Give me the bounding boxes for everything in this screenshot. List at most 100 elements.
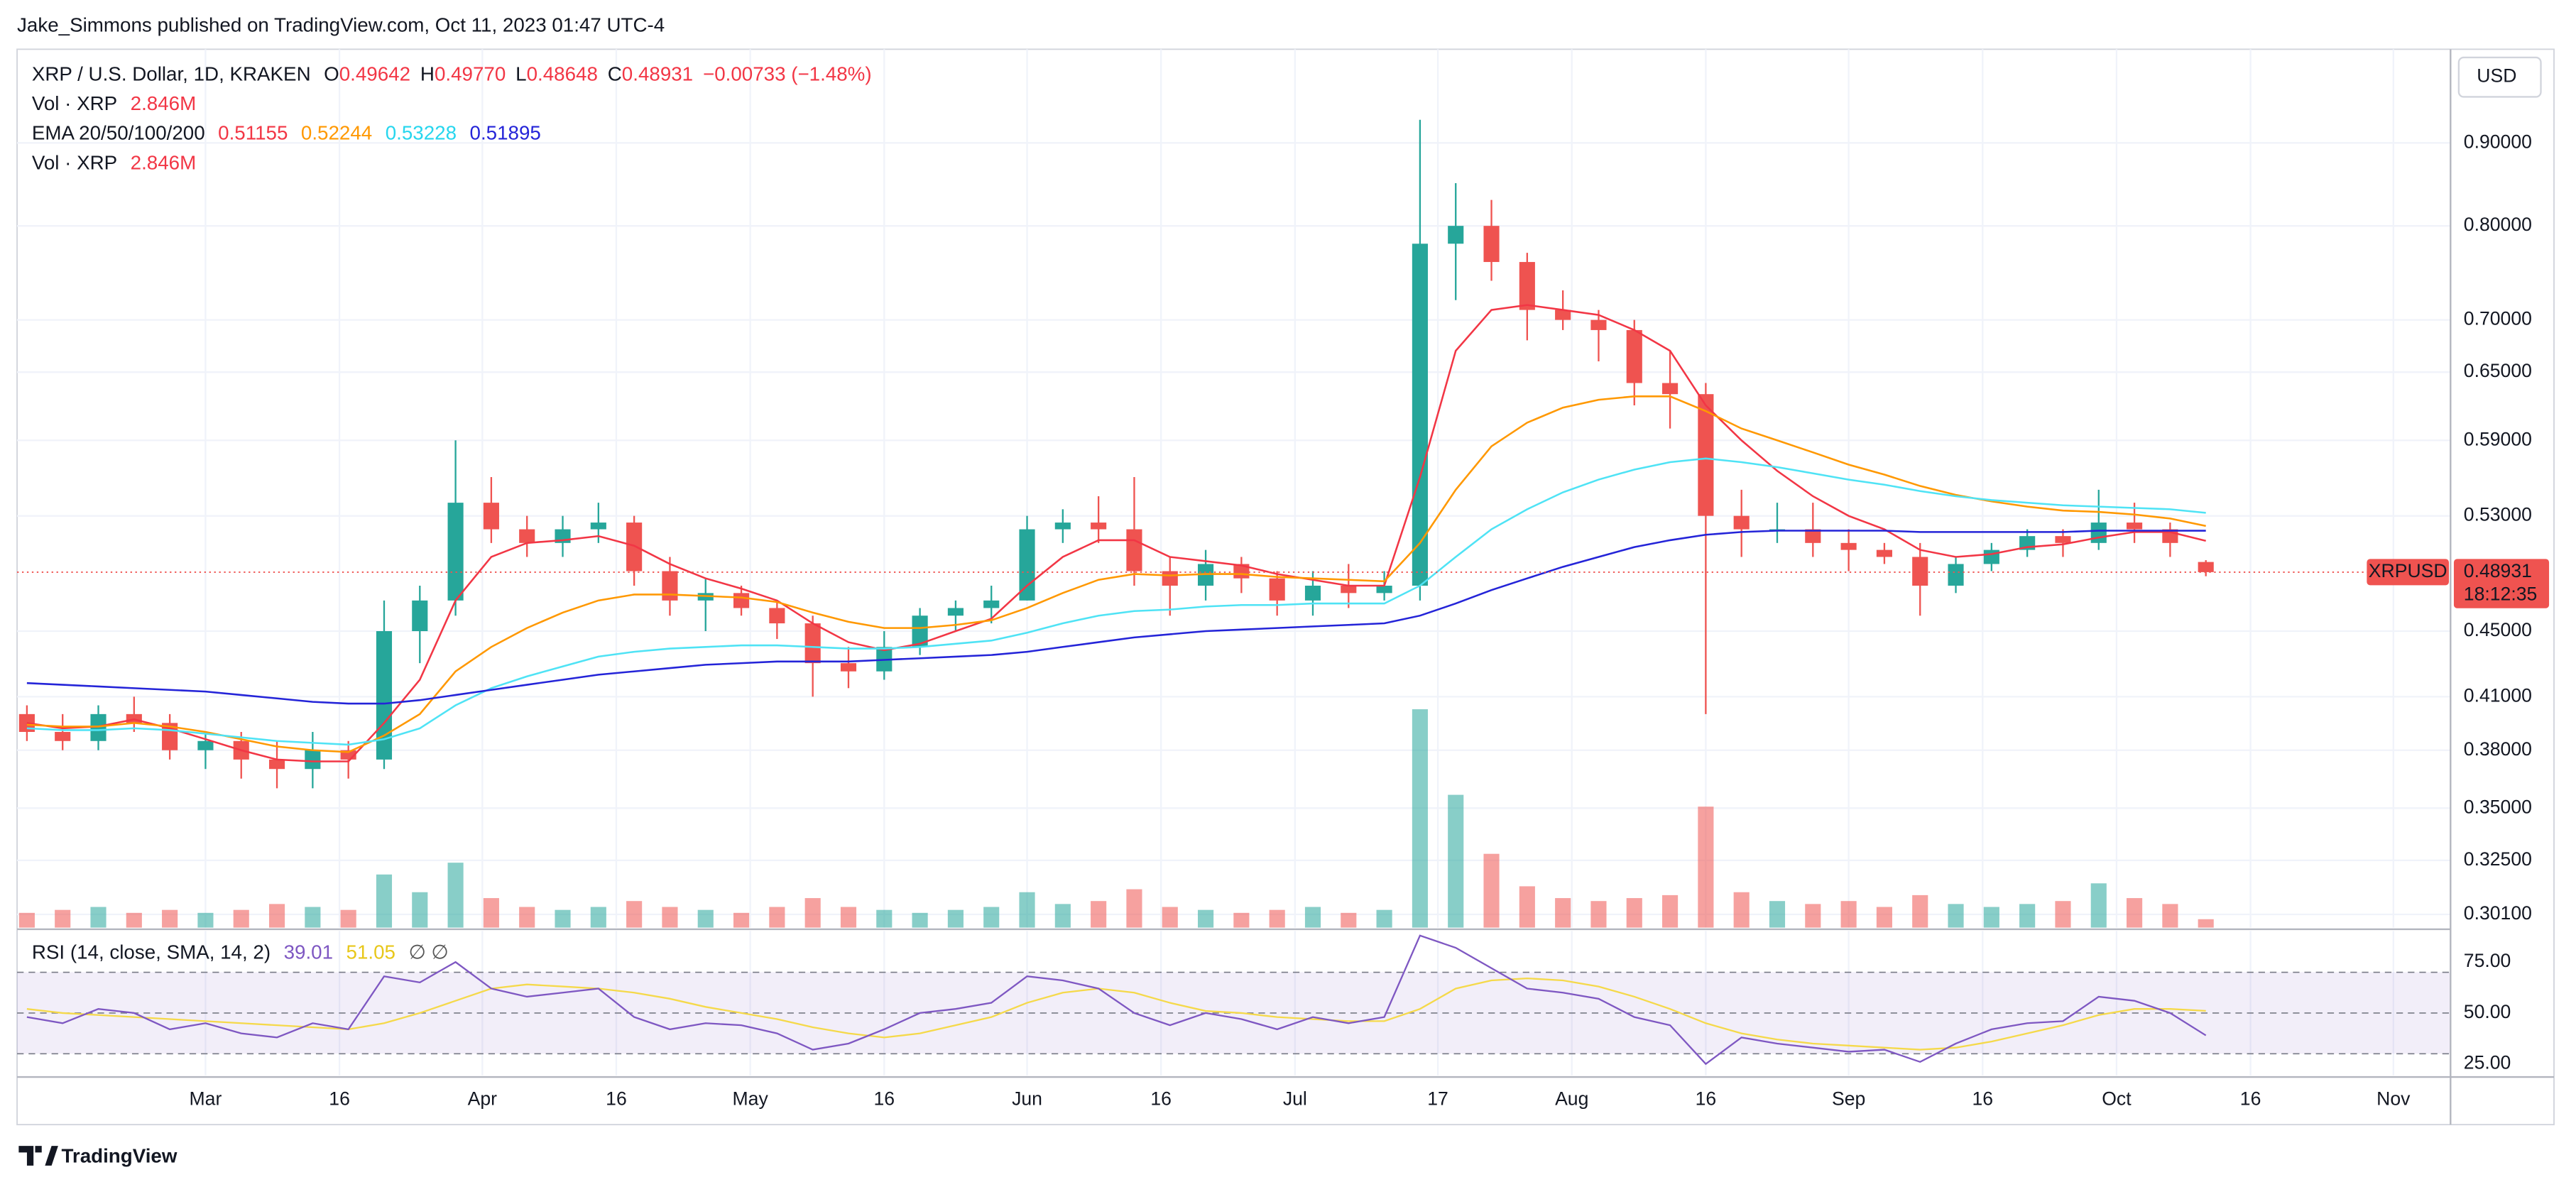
x-tick-label: Jun [1012,1088,1042,1109]
candle-body [305,750,321,770]
volume-value: 2.846M [131,152,197,174]
x-tick-label: 16 [329,1088,350,1109]
volume-bar [268,904,285,928]
x-tick-label: Oct [2102,1088,2132,1109]
volume-bar [2198,919,2214,928]
rsi-line [26,977,2206,1051]
frame [16,48,2555,1126]
candle-body [626,523,643,571]
x-tick-label: 16 [1972,1088,1993,1109]
volume-bar [1555,898,1571,928]
candle-body [804,623,821,664]
x-tick-label: Apr [468,1088,498,1109]
volume-bar [1698,806,1714,928]
candle-body [1912,557,1928,586]
candle-body [1126,529,1142,571]
volume-bar [662,907,678,928]
volume-bar [1983,907,1999,928]
candle-body [947,608,964,616]
volume-bar [1626,898,1642,928]
y-tick-label: 0.90000 [2464,131,2532,152]
volume-bar [1769,901,1786,928]
footer-brand: TradingView [61,1145,177,1167]
y-tick-label: 0.45000 [2464,619,2532,640]
candle-body [1733,515,1750,530]
rsi-value: 39.01 [284,941,333,963]
volume-bar [1054,904,1071,928]
candle-body [733,593,750,608]
ema-value: 0.52244 [301,122,372,144]
candle-body [1412,244,1428,586]
candle-body [1519,262,1535,310]
volume-bar [18,912,35,928]
candle-body [2090,523,2107,543]
candle-body [412,600,428,632]
x-tick-label: 16 [2240,1088,2261,1109]
x-tick-label: Nov [2376,1088,2411,1109]
y-tick-label: 50.00 [2464,1001,2511,1022]
candle-body [197,740,214,750]
volume-bar [233,909,249,928]
candle-body [1626,329,1642,383]
candle-body [590,523,606,530]
volume-bar [1376,909,1392,928]
volume-bar [555,909,571,928]
volume-bar [1304,907,1321,928]
price-tag-text: 0.48931 [2464,560,2532,581]
countdown-text: 18:12:35 [2464,583,2537,604]
volume-bar [590,907,606,928]
candle-body [1805,529,1821,543]
logo-mark [18,1146,58,1166]
rsi-extra: ∅ ∅ [408,941,448,963]
volume-key: Vol · XRP [32,92,117,114]
volume-bar [340,909,356,928]
rsi-line [26,934,2207,1066]
volume-bar [162,909,178,928]
candle-body [1269,578,1285,601]
legend-volume: Vol · XRP 2.846M [32,92,196,114]
candle-body [1590,319,1607,330]
x-tick-label: Mar [190,1088,222,1109]
volume-bar [1590,901,1607,928]
y-tick-label: 0.65000 [2464,360,2532,381]
volume-bar [1912,895,1928,928]
ohlc-key: L [515,63,526,85]
x-tick-label: 16 [1150,1088,1172,1109]
candle-body [662,571,678,601]
candle-body [483,503,499,530]
candle-body [2055,536,2071,543]
volume-bar [804,898,821,928]
symbol: XRP / U.S. Dollar, 1D, KRAKEN [32,63,311,85]
y-tick-label: 0.53000 [2464,504,2532,525]
volume-bar [2127,898,2143,928]
ohlc-value: 0.48648 [527,63,598,85]
x-tick-label: 17 [1427,1088,1448,1109]
ema-value: 0.51895 [470,122,541,144]
price-tag [2453,559,2550,608]
x-tick-label: Jul [1283,1088,1307,1109]
volume-bar [626,901,643,928]
candle-body [1341,585,1357,594]
candle-body [1091,523,1107,530]
symbol-tag-text: XRPUSD [2369,560,2447,581]
candle-body [268,759,285,770]
ohlc-value: 0.48931 [622,63,693,85]
candle-body [1555,310,1571,320]
candle-body [1448,226,1464,244]
currency-box[interactable] [2457,56,2542,98]
candle-body [2127,523,2143,530]
candle-body [55,731,71,741]
ema-line [26,304,2206,762]
volume-bar [2090,883,2107,928]
volume-bar [1840,901,1857,928]
volume-bar [1162,907,1178,928]
candle-body [983,600,1000,608]
volume-bar [1269,909,1285,928]
volume-bar [90,907,107,928]
ohlc-key: O [324,63,339,85]
x-tick-label: 16 [606,1088,627,1109]
y-tick-label: 0.59000 [2464,428,2532,449]
volume-bar [1948,904,1964,928]
volume-bar [1876,907,1892,928]
volume-bar [733,912,750,928]
